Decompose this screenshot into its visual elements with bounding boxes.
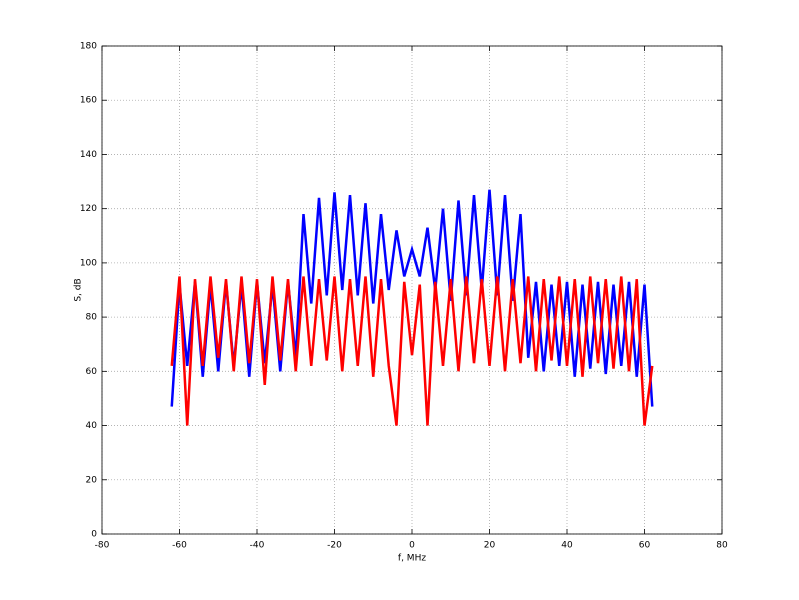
y-tick-label: 0 <box>91 530 97 540</box>
y-tick-label: 180 <box>80 42 97 52</box>
x-tick-label: -80 <box>95 541 110 551</box>
x-tick-label: 20 <box>484 541 496 551</box>
y-tick-label: 120 <box>80 204 97 214</box>
series-line <box>170 276 654 426</box>
y-tick-label: 100 <box>80 258 97 268</box>
x-tick-label: -20 <box>327 541 342 551</box>
y-tick-label: 160 <box>80 96 97 106</box>
y-tick-label: 80 <box>86 313 98 323</box>
y-tick-label: 40 <box>86 421 98 431</box>
x-tick-label: 80 <box>716 541 728 551</box>
x-tick-label: -60 <box>172 541 187 551</box>
x-axis-label: f, MHz <box>398 554 426 564</box>
x-tick-label: 0 <box>409 541 415 551</box>
x-tick-label: 60 <box>639 541 651 551</box>
y-tick-label: 140 <box>80 150 97 160</box>
y-tick-label: 60 <box>86 367 98 377</box>
y-axis-label: S, dB <box>74 278 84 301</box>
y-tick-label: 20 <box>86 475 98 485</box>
plot-frame <box>101 45 723 535</box>
x-tick-label: -40 <box>250 541 265 551</box>
x-tick-label: 40 <box>561 541 573 551</box>
